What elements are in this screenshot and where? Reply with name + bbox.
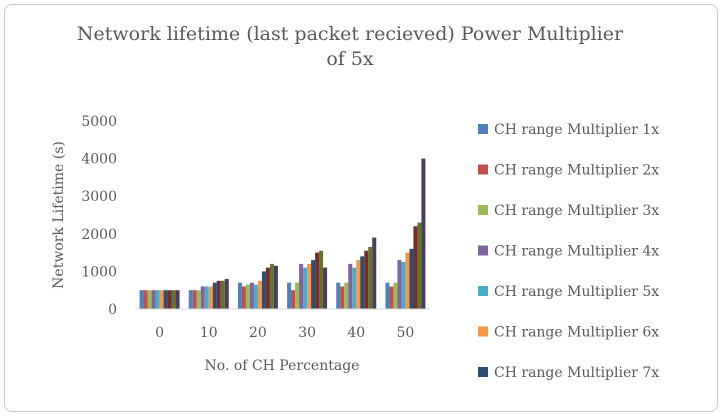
y-axis-title: Network Lifetime (s) (51, 141, 67, 289)
bar (348, 263, 353, 309)
chart-title-line-1: Network lifetime (last packet recieved) … (76, 23, 624, 45)
legend-label: CH range Multiplier 7x (494, 365, 659, 381)
legend-swatch (478, 164, 488, 175)
bar (192, 290, 197, 309)
bar (261, 271, 266, 309)
x-tick-label: 20 (249, 325, 267, 341)
bar (344, 282, 349, 309)
bar (336, 282, 341, 309)
x-tick-label: 10 (200, 325, 218, 341)
bar (139, 290, 144, 309)
legend-label: CH range Multiplier 4x (494, 244, 659, 260)
bar (303, 267, 308, 309)
y-tick-label: 2000 (81, 227, 117, 243)
bar (311, 260, 316, 309)
bar (319, 250, 324, 309)
legend-swatch (478, 245, 488, 256)
bar (360, 256, 365, 309)
bar (237, 282, 242, 309)
legend-swatch (478, 326, 488, 337)
bar (245, 284, 250, 309)
x-tick-label: 40 (347, 325, 365, 341)
bar (196, 290, 201, 309)
bar (253, 284, 258, 309)
bar (151, 290, 156, 309)
legend-label: CH range Multiplier 6x (494, 325, 659, 341)
bar (265, 267, 270, 309)
bar (273, 265, 278, 309)
x-axis-title: No. of CH Percentage (205, 358, 360, 374)
x-tick-label: 50 (397, 325, 415, 341)
bar (417, 222, 422, 309)
bar (212, 282, 217, 309)
x-tick-label: 30 (298, 325, 316, 341)
bar (287, 282, 292, 309)
bar (167, 290, 172, 309)
bar (401, 262, 406, 309)
bar (175, 290, 180, 309)
chart-frame (4, 4, 718, 412)
bar (299, 263, 304, 309)
y-tick-label: 0 (108, 302, 117, 318)
bar (159, 290, 164, 309)
bar (204, 286, 209, 309)
bar (241, 286, 246, 309)
bar (307, 263, 312, 309)
legend-swatch (478, 286, 488, 296)
bar (143, 290, 148, 309)
y-tick-label: 5000 (81, 114, 117, 130)
legend-label: CH range Multiplier 5x (494, 284, 659, 300)
bar (200, 286, 205, 309)
y-tick-label: 3000 (81, 189, 117, 205)
bar (155, 290, 160, 309)
bar (389, 286, 394, 309)
bar (224, 278, 229, 309)
bar (208, 286, 213, 309)
bar (356, 260, 361, 309)
legend-swatch (478, 367, 488, 377)
bar (147, 290, 152, 309)
bar (220, 280, 225, 309)
bar (421, 158, 426, 309)
bar (352, 267, 357, 309)
bar (409, 248, 414, 309)
bar (249, 282, 254, 309)
legend-label: CH range Multiplier 2x (494, 163, 659, 179)
bar (340, 286, 345, 309)
bar (413, 226, 418, 309)
bar (393, 282, 398, 309)
chart-title: Network lifetime (last packet recieved) … (60, 22, 640, 72)
x-tick-label: 0 (155, 325, 164, 341)
bar (397, 260, 402, 309)
bar (295, 282, 300, 309)
bar (364, 250, 369, 309)
bar (216, 280, 221, 309)
legend-swatch (478, 205, 488, 215)
bar (188, 290, 193, 309)
bar (323, 267, 328, 309)
bar (385, 282, 390, 309)
legend-swatch (478, 124, 488, 134)
bar (257, 280, 262, 309)
y-tick-label: 4000 (81, 152, 117, 168)
bar (291, 290, 296, 309)
bar (405, 252, 410, 309)
chart-title-line-2: of 5x (326, 48, 374, 70)
bar (368, 246, 373, 309)
y-tick-label: 1000 (81, 264, 117, 280)
bar (171, 290, 176, 309)
bar (315, 252, 320, 309)
bar (372, 237, 377, 309)
legend-label: CH range Multiplier 1x (494, 122, 659, 138)
bar (269, 263, 274, 309)
legend-label: CH range Multiplier 3x (494, 203, 659, 219)
bar (163, 290, 168, 309)
